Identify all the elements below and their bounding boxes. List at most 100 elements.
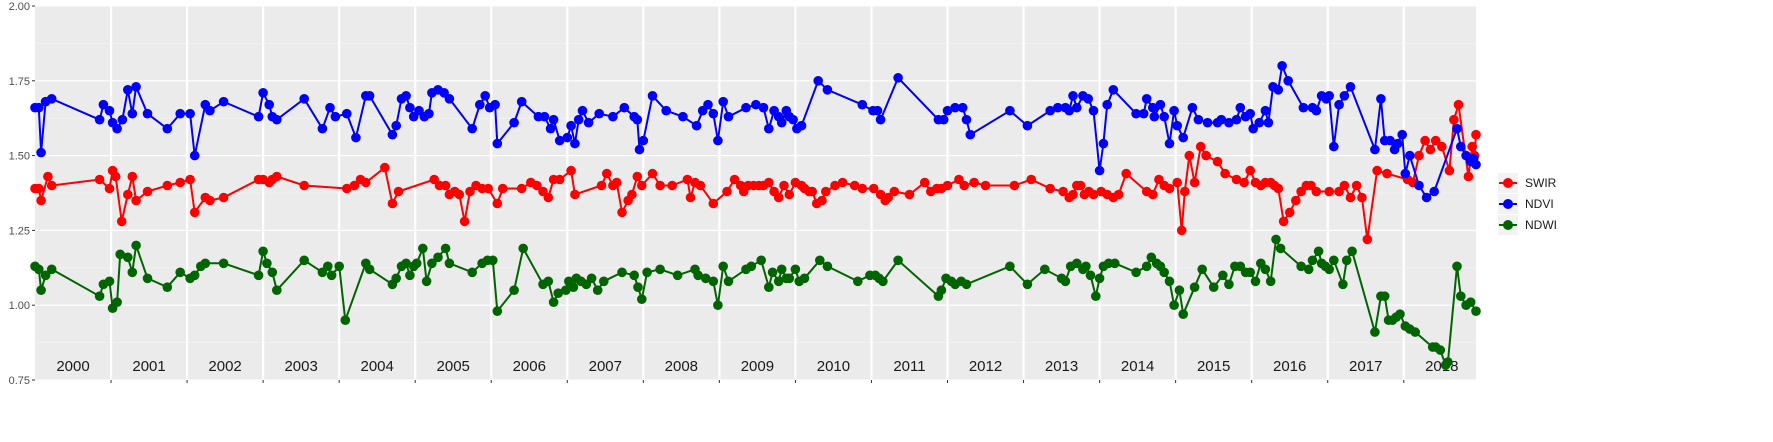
- legend-label-swir: SWIR: [1525, 176, 1557, 190]
- ndvi-point: [776, 117, 787, 128]
- ndvi-point: [1005, 105, 1015, 116]
- ndwi-point: [1141, 261, 1152, 272]
- ndvi-point: [94, 114, 105, 125]
- swir-point: [1189, 177, 1200, 188]
- ndwi-point: [401, 258, 411, 269]
- swir-point: [695, 180, 706, 191]
- ndvi-point: [872, 105, 883, 116]
- swir-point: [784, 189, 795, 200]
- ndvi-point: [594, 108, 604, 119]
- swir-point: [764, 177, 774, 188]
- legend-key-swir: [1503, 178, 1513, 188]
- swir-point: [1148, 189, 1158, 200]
- ndvi-point: [539, 111, 550, 122]
- ndwi-point: [776, 264, 787, 275]
- ndwi-point: [1189, 282, 1200, 293]
- ndvi-point: [330, 111, 341, 122]
- ndwi-point: [334, 261, 345, 272]
- swir-point: [722, 186, 732, 197]
- ndvi-point: [490, 99, 500, 110]
- swir-point: [459, 216, 470, 227]
- ndwi-point: [1395, 309, 1405, 320]
- ndvi-point: [1329, 141, 1339, 152]
- ndwi-point: [36, 285, 46, 296]
- ndvi-point: [264, 99, 275, 110]
- swir-point: [1172, 177, 1182, 188]
- ndwi-point: [1275, 243, 1286, 254]
- swir-point: [655, 180, 665, 191]
- swir-point: [492, 198, 503, 209]
- swir-point: [889, 186, 900, 197]
- grid-lines: [35, 5, 1476, 381]
- ndwi-point: [1224, 279, 1234, 290]
- ndwi-point: [509, 285, 519, 296]
- y-axis: 0.75 1.00 1.25 1.50 1.75 2.00: [9, 1, 35, 387]
- swir-point: [175, 177, 185, 188]
- ndvi-point: [893, 73, 903, 83]
- ndvi-point: [1164, 138, 1175, 149]
- ndwi-point: [723, 276, 734, 287]
- swir-point: [904, 189, 915, 200]
- ndvi-point: [1311, 105, 1322, 116]
- ndwi-point: [411, 258, 422, 269]
- y-tick-label: 1.00: [9, 300, 30, 312]
- ndvi-point: [253, 111, 264, 122]
- year-label: 2008: [665, 358, 698, 375]
- ndwi-point: [1072, 258, 1082, 269]
- ndvi-point: [325, 102, 335, 113]
- swir-point: [1212, 156, 1223, 167]
- ndwi-point: [1208, 282, 1219, 293]
- swir-point: [1220, 168, 1230, 179]
- ndwi-point: [1178, 309, 1188, 320]
- ndwi-point: [405, 270, 415, 281]
- swir-point: [162, 180, 173, 191]
- ndwi-point: [672, 270, 683, 281]
- ndwi-point: [1452, 261, 1462, 272]
- ndwi-point: [1471, 306, 1481, 317]
- y-tick-label: 1.50: [9, 151, 30, 163]
- ndwi-point: [1040, 264, 1050, 275]
- ndvi-point: [1471, 159, 1481, 170]
- ndvi-point: [1452, 123, 1462, 134]
- ndwi-point: [142, 273, 153, 284]
- ndvi-point: [554, 135, 565, 146]
- swir-point: [566, 165, 576, 176]
- ndvi-point: [1248, 123, 1258, 134]
- ndwi-point: [115, 249, 125, 260]
- ndvi-point: [1094, 165, 1105, 176]
- ndvi-point: [950, 102, 960, 113]
- swir-point: [440, 180, 451, 191]
- ndvi-point: [1022, 120, 1033, 131]
- ndwi-point: [175, 267, 185, 278]
- swir-point: [94, 174, 105, 185]
- ndvi-point: [36, 147, 46, 158]
- ndvi-point: [391, 120, 402, 131]
- ndvi-point: [401, 91, 411, 101]
- ndvi-point: [1108, 85, 1119, 95]
- ndwi-point: [586, 273, 597, 284]
- swir-point: [969, 177, 979, 188]
- ndvi-point: [1456, 141, 1466, 152]
- ndwi-point: [1329, 255, 1339, 266]
- swir-point: [1184, 150, 1195, 161]
- legend-label-ndwi: NDWI: [1525, 218, 1557, 232]
- ndwi-point: [1218, 270, 1228, 281]
- ndvi-point: [1400, 168, 1411, 179]
- year-label: 2010: [817, 358, 850, 375]
- ndwi-point: [767, 267, 778, 278]
- ndvi-point: [1045, 105, 1055, 116]
- swir-point: [1425, 144, 1436, 155]
- ndwi-point: [1094, 273, 1105, 284]
- year-label: 2016: [1273, 358, 1306, 375]
- ndwi-point: [599, 276, 609, 287]
- swir-point: [299, 180, 310, 191]
- ndwi-point: [799, 273, 810, 284]
- ndvi-point: [34, 102, 44, 113]
- series-swir: [30, 99, 1481, 245]
- ndwi-point: [1379, 291, 1390, 302]
- ndvi-point: [764, 123, 774, 134]
- ndwi-point: [1271, 234, 1281, 245]
- ndwi-point: [326, 270, 337, 281]
- ndvi-point: [751, 99, 761, 110]
- ndvi-point: [1148, 102, 1158, 113]
